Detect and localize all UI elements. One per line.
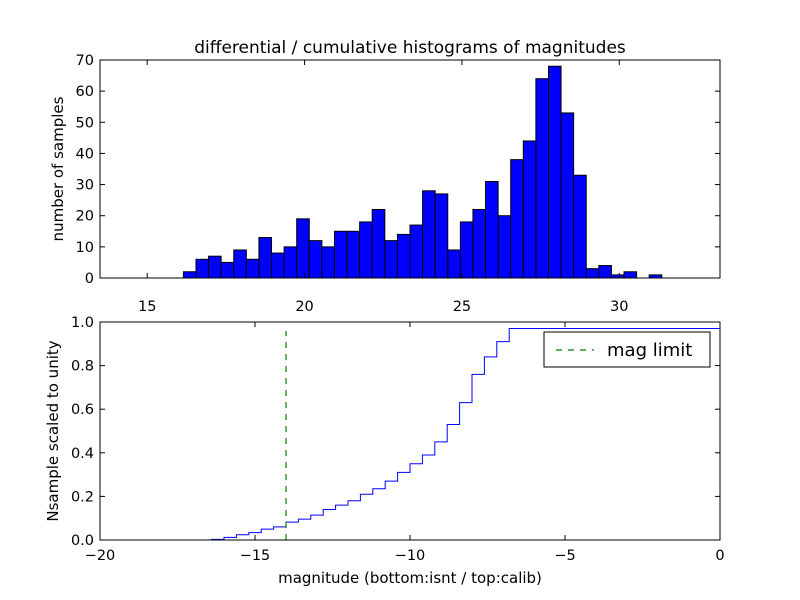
histogram-ytick-label: 0 xyxy=(85,271,94,287)
histogram-bar xyxy=(535,78,549,279)
histogram-bar xyxy=(359,221,373,279)
histogram-bar xyxy=(485,180,499,279)
histogram-bar xyxy=(409,224,424,279)
cumulative-ytick-label: 0.4 xyxy=(71,446,94,462)
histogram-bar xyxy=(573,174,587,279)
legend: mag limit xyxy=(543,331,711,368)
histogram-ticks: 0 10 20 30 40 50 60 70 15 20 25 30 xyxy=(76,53,720,315)
cumulative-ytick-label: 0.6 xyxy=(71,402,94,418)
histogram-bar xyxy=(447,249,461,279)
histogram-bar xyxy=(497,215,512,279)
legend-mag-limit-label: mag limit xyxy=(607,340,692,361)
histogram-bar xyxy=(623,271,638,279)
cumulative-xtick-label: 0 xyxy=(715,548,724,564)
histogram-bar xyxy=(560,112,575,279)
cumulative-ytick-label: 1.0 xyxy=(71,315,94,331)
histogram-bar xyxy=(422,190,436,279)
cumulative-xlabel: magnitude (bottom:isnt / top:calib) xyxy=(278,569,542,587)
histogram-bar xyxy=(220,261,235,279)
histogram-bar xyxy=(547,65,562,279)
histogram-bar xyxy=(245,258,260,279)
histogram-bar xyxy=(396,233,411,279)
histogram-ytick-label: 40 xyxy=(76,146,94,162)
histogram-bar xyxy=(195,258,210,279)
histogram-ylabel: number of samples xyxy=(49,96,67,241)
histogram-xtick-label: 15 xyxy=(138,299,156,315)
histogram-xtick-label: 25 xyxy=(453,299,471,315)
cumulative-step-line xyxy=(100,322,721,541)
histogram-bars xyxy=(182,65,663,279)
histogram-bar xyxy=(182,271,197,279)
cumulative-ytick-label: 0.2 xyxy=(71,489,94,505)
histogram-bar xyxy=(371,208,386,279)
histogram-bar xyxy=(459,221,474,279)
histogram-ytick-label: 60 xyxy=(76,84,94,100)
histogram-bar xyxy=(233,249,247,279)
histogram-bar xyxy=(208,255,222,279)
histogram-bar xyxy=(333,230,348,279)
chart-title: differential / cumulative histograms of … xyxy=(194,38,626,58)
histogram-bar xyxy=(321,246,335,279)
cumulative-ytick-label: 0.0 xyxy=(71,533,94,549)
histogram-ytick-label: 50 xyxy=(76,115,94,131)
cumulative-xtick-label: −5 xyxy=(554,548,575,564)
histogram-bar xyxy=(522,140,537,279)
histogram-bar xyxy=(271,252,285,279)
cumulative-panel: 0.0 0.2 0.4 0.6 0.8 1.0 −20 −15 −10 −5 0 Nsample s… xyxy=(44,315,725,587)
histogram-bar xyxy=(510,159,524,279)
cumulative-ticks: 0.0 0.2 0.4 0.6 0.8 1.0 −20 −15 −10 −5 0 xyxy=(71,315,725,564)
histogram-panel: 0 10 20 30 40 50 60 70 15 20 25 30 number of sample… xyxy=(49,53,721,315)
histogram-bar xyxy=(296,218,310,279)
cumulative-xtick-label: −15 xyxy=(240,548,271,564)
histogram-xtick-label: 20 xyxy=(295,299,313,315)
histogram-bar xyxy=(258,237,273,279)
histogram-ytick-label: 30 xyxy=(76,178,94,194)
histogram-bar xyxy=(598,265,612,279)
histogram-ytick-label: 20 xyxy=(76,209,94,225)
histogram-xtick-label: 30 xyxy=(610,299,628,315)
cumulative-ylabel: Nsample scaled to unity xyxy=(44,340,62,521)
histogram-bar xyxy=(472,208,487,279)
histogram-bar xyxy=(308,240,323,279)
cumulative-xtick-label: −10 xyxy=(395,548,426,564)
histogram-bar xyxy=(434,193,449,279)
histogram-bar xyxy=(384,240,398,279)
histogram-frame xyxy=(99,59,721,279)
histogram-ytick-label: 10 xyxy=(76,240,94,256)
histogram-ytick-label: 70 xyxy=(76,53,94,69)
histogram-bar xyxy=(585,268,600,279)
histogram-bar xyxy=(283,246,298,279)
cumulative-ytick-label: 0.8 xyxy=(71,359,94,375)
cumulative-xtick-label: −20 xyxy=(85,548,116,564)
histogram-bar xyxy=(346,230,361,279)
